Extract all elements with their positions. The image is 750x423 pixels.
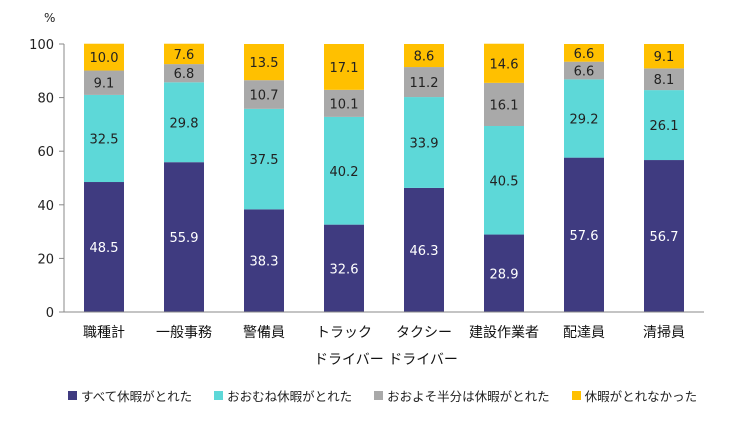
data-label: 11.2	[410, 76, 439, 91]
data-label: 8.1	[654, 73, 675, 88]
bar-segment	[164, 43, 204, 65]
bar-segment	[84, 94, 124, 183]
data-label: 55.9	[170, 231, 199, 246]
legend-label: すべて休暇がとれた	[81, 389, 193, 404]
data-label: 48.5	[90, 241, 119, 256]
bar-segment	[484, 43, 524, 83]
y-axis: 0 20 40 60 80 100	[29, 38, 65, 321]
data-label: 9.1	[94, 77, 115, 92]
legend-item: おおむね休暇がとれた	[214, 386, 352, 405]
bar-segment	[244, 209, 284, 312]
data-label: 10.1	[330, 97, 359, 112]
x-axis: 職種計 一般事務 警備員 トラック タクシー 建設作業者 配達員 清掃員	[64, 311, 704, 341]
bar-segment	[404, 187, 444, 312]
legend-swatch	[571, 391, 581, 400]
bar-segment	[404, 67, 444, 98]
category-label: タクシー	[396, 325, 452, 341]
data-label: 33.9	[410, 136, 439, 151]
category-label: 建設作業者	[469, 325, 539, 341]
legend-label: おおよそ半分は休暇がとれた	[387, 389, 550, 404]
bar-segment	[164, 82, 204, 163]
data-label: 16.1	[490, 98, 519, 113]
bar-segment	[84, 182, 124, 312]
y-tick-label: 20	[37, 252, 54, 267]
data-label: 32.5	[90, 132, 119, 147]
bar-segment	[244, 108, 284, 210]
legend-swatch	[68, 391, 77, 400]
bar-segment	[644, 90, 684, 161]
y-axis-unit: %	[44, 11, 55, 25]
legend-swatch	[214, 391, 224, 400]
y-tick-label: 40	[37, 199, 54, 214]
bar-segment	[484, 234, 524, 312]
bar-segment	[244, 80, 284, 109]
bar-segment	[404, 44, 444, 68]
bar-segment	[404, 97, 444, 188]
bar-segment	[644, 68, 684, 91]
bar-segment	[484, 82, 524, 127]
bar-segment	[324, 116, 364, 225]
bar-segment	[484, 126, 524, 235]
data-label: 6.6	[574, 65, 595, 80]
data-label: 14.6	[490, 57, 519, 72]
y-tick-label: 80	[37, 92, 54, 107]
bar-segment	[164, 162, 204, 312]
data-label: 13.5	[250, 56, 279, 71]
data-label: 29.2	[570, 113, 599, 128]
bar-segment	[84, 43, 124, 71]
legend: すべて休暇がとれた おおむね休暇がとれた おおよそ半分は休暇がとれた 休暇がとれなかっ…	[68, 386, 697, 405]
data-label: 6.8	[174, 67, 195, 82]
bar-segment	[244, 44, 284, 81]
legend-label: 休暇がとれなかった	[584, 389, 698, 404]
bar-segment	[324, 44, 364, 90]
data-label: 46.3	[410, 244, 439, 259]
category-label: 職種計	[83, 325, 125, 341]
data-label: 8.6	[414, 50, 435, 65]
data-label: 26.1	[650, 119, 679, 134]
data-label: 37.5	[250, 153, 279, 168]
bar-segment	[564, 44, 604, 62]
data-label: 56.7	[650, 230, 679, 245]
data-label: 32.6	[330, 262, 359, 277]
data-label: 7.6	[174, 48, 195, 63]
data-label: 10.0	[90, 51, 119, 66]
category-label: 配達員	[563, 325, 605, 341]
bar-segment	[324, 224, 364, 312]
legend-label: おおむね休暇がとれた	[227, 389, 353, 404]
data-label: 9.1	[654, 50, 675, 65]
bar-segment	[84, 70, 124, 95]
category-label: 一般事務	[156, 325, 212, 341]
data-label: 38.3	[250, 255, 279, 270]
data-label: 10.7	[250, 89, 279, 104]
bar-segment	[644, 160, 684, 312]
bars: 48.5 32.5 9.1 10.0 55.9 29.8 6.8 7.6 38.3 37.5 10.…	[84, 43, 684, 312]
data-label: 40.5	[490, 174, 519, 189]
legend-swatch	[374, 391, 384, 400]
data-label: 17.1	[330, 61, 359, 76]
legend-item: すべて休暇がとれた	[68, 386, 192, 405]
y-tick-label: 0	[46, 306, 54, 321]
y-tick-label: 100	[29, 38, 54, 53]
bar-segment	[564, 79, 604, 158]
bar-segment	[164, 64, 204, 83]
category-label: 清掃員	[643, 324, 685, 341]
data-label: 28.9	[490, 267, 519, 282]
bar-segment	[564, 61, 604, 80]
data-label: 29.8	[170, 116, 199, 131]
category-label: 警備員	[243, 325, 285, 341]
data-label: 57.6	[570, 229, 599, 244]
category-sublabel: ドライバー ドライバー	[314, 352, 458, 368]
data-label: 6.6	[574, 47, 595, 62]
bar-segment	[644, 44, 684, 69]
data-label: 40.2	[330, 165, 359, 180]
legend-item: 休暇がとれなかった	[571, 386, 698, 405]
y-tick-label: 60	[37, 145, 54, 160]
bar-segment	[564, 157, 604, 312]
category-label: トラック	[316, 325, 372, 341]
bar-segment	[324, 89, 364, 117]
legend-item: おおよそ半分は休暇がとれた	[374, 386, 550, 405]
